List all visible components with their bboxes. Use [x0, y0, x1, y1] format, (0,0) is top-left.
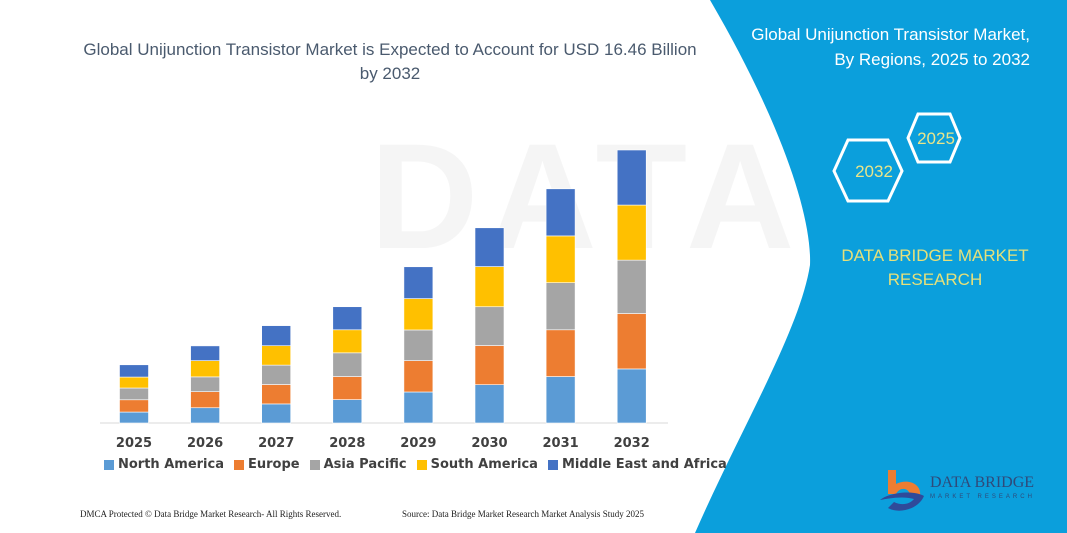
side-title-line1: Global Unijunction Transistor Market,: [751, 25, 1030, 44]
bar-segment-2031-europe: [545, 329, 576, 377]
bar-segment-2029-south-america: [403, 298, 434, 331]
brand-line2: RESEARCH: [887, 270, 983, 289]
legend-swatch: [547, 459, 558, 470]
bar-segment-2027-asia-pacific: [261, 364, 292, 385]
bar-segment-2029-north-america: [403, 391, 434, 424]
bar-segment-2028-europe: [332, 376, 363, 400]
legend-item: Middle East and Africa: [547, 457, 727, 472]
x-tick-label: 2030: [471, 436, 507, 451]
year-hexagons: 2025 2032: [832, 112, 962, 203]
bar-segment-2029-europe: [403, 360, 434, 393]
x-tick-label: 2028: [329, 436, 365, 451]
bar-segment-2028-middle-east-and-africa: [332, 306, 363, 331]
bar-segment-2030-south-america: [474, 266, 505, 308]
brand-line1: DATA BRIDGE MARKET: [841, 246, 1029, 265]
hexagon-2032-icon: [832, 138, 904, 203]
bar-segment-2025-north-america: [119, 411, 149, 424]
bar-segment-2027-north-america: [261, 403, 292, 424]
bar-segment-2031-north-america: [545, 376, 576, 424]
bar-segment-2030-europe: [474, 345, 505, 385]
bar-segment-2030-north-america: [474, 384, 505, 424]
legend-swatch: [104, 459, 114, 470]
side-title-line2: By Regions, 2025 to 2032: [834, 50, 1030, 69]
bar-segment-2032-middle-east-and-africa: [616, 149, 647, 206]
legend-label: Middle East and Africa: [561, 457, 727, 472]
hex-label-start: 2025: [917, 129, 955, 148]
legend-swatch: [234, 459, 244, 470]
bar-segment-2026-middle-east-and-africa: [190, 345, 220, 361]
legend-item: Asia Pacific: [309, 457, 407, 472]
bar-segment-2028-north-america: [332, 399, 363, 424]
bar-segment-2025-asia-pacific: [119, 387, 149, 401]
x-tick-label: 2027: [258, 436, 294, 451]
legend-label: South America: [430, 457, 538, 472]
hex-label-end: 2032: [855, 162, 893, 181]
bar-segment-2026-south-america: [190, 360, 220, 378]
bar-segment-2032-south-america: [616, 204, 647, 261]
x-tick-label: 2029: [400, 436, 436, 451]
bar-segment-2032-europe: [616, 313, 647, 370]
legend-item: South America: [416, 457, 538, 472]
stacked-bar-chart: 2025 2026 2027 2028 2029 2030 2031 2032: [100, 149, 668, 451]
footer-copyright: DMCA Protected © Data Bridge Market Rese…: [80, 509, 342, 519]
legend: North America Europe Asia Pacific South Ame…: [104, 457, 727, 472]
bar-segment-2025-middle-east-and-africa: [119, 364, 149, 378]
bar-segment-2032-asia-pacific: [616, 259, 647, 314]
bar-segment-2026-north-america: [190, 407, 220, 424]
x-tick-label: 2025: [116, 436, 152, 451]
legend-label: Asia Pacific: [323, 457, 407, 472]
legend-item: Europe: [234, 457, 300, 472]
legend-item: North America: [104, 457, 224, 472]
bar-segment-2027-europe: [261, 384, 292, 405]
bar-segment-2028-asia-pacific: [332, 352, 363, 377]
bar-segment-2029-middle-east-and-africa: [403, 266, 434, 299]
bar-segment-2031-south-america: [545, 235, 576, 283]
logo-subtext: MARKET RESEARCH: [930, 494, 1035, 500]
logo-text: DATA BRIDGE: [930, 474, 1035, 491]
bar-segment-2026-europe: [190, 391, 220, 409]
bar-segment-2025-south-america: [119, 376, 149, 389]
chart-title: Global Unijunction Transistor Market is …: [83, 40, 697, 83]
bar-segment-2030-middle-east-and-africa: [474, 227, 505, 267]
side-panel-title: Global Unijunction Transistor Market, By…: [751, 22, 1030, 72]
footer-source: Source: Data Bridge Market Research Mark…: [402, 509, 644, 519]
x-tick-label: 2032: [614, 436, 650, 451]
bar-segment-2031-asia-pacific: [545, 282, 576, 331]
bar-segment-2028-south-america: [332, 329, 363, 354]
legend-label: North America: [118, 457, 224, 472]
legend-swatch: [309, 459, 320, 470]
x-tick-label: 2031: [543, 436, 579, 451]
bar-segment-2030-asia-pacific: [474, 306, 505, 346]
bar-segment-2027-south-america: [261, 345, 292, 366]
bar-segment-2027-middle-east-and-africa: [261, 325, 292, 347]
legend-label: Europe: [248, 457, 300, 472]
hexagon-2025-icon: [906, 112, 962, 164]
bar-segment-2031-middle-east-and-africa: [545, 188, 576, 237]
data-bridge-logo-icon: [880, 470, 924, 511]
brand-text: DATA BRIDGE MARKET RESEARCH: [830, 244, 1040, 292]
bar-segment-2026-asia-pacific: [190, 376, 220, 392]
x-tick-label: 2026: [187, 436, 223, 451]
bar-segment-2032-north-america: [616, 368, 647, 424]
legend-swatch: [416, 459, 427, 470]
bar-segment-2025-europe: [119, 399, 149, 413]
bar-segment-2029-asia-pacific: [403, 329, 434, 361]
